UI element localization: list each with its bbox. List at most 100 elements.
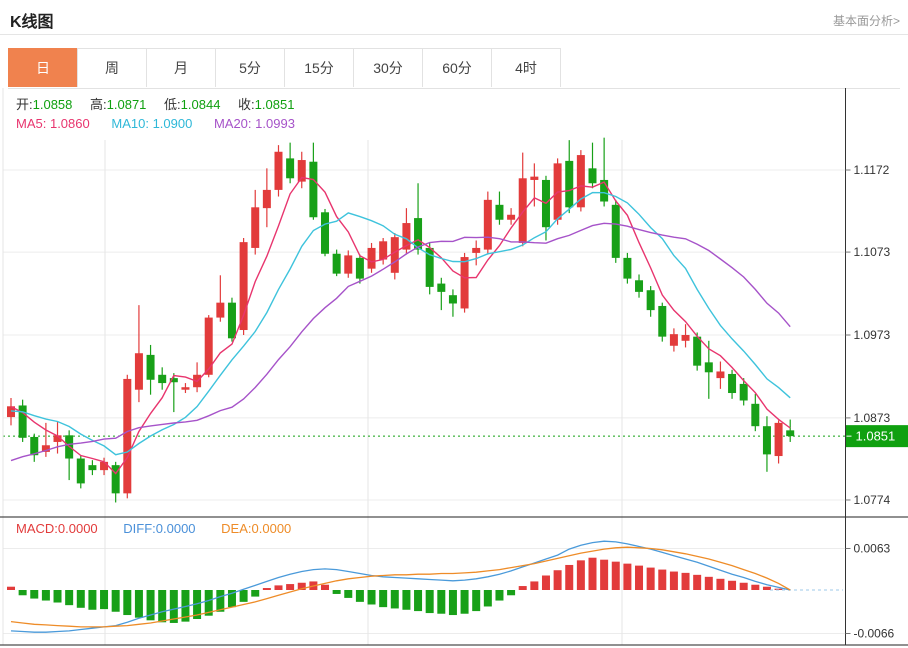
macd-bar (693, 574, 702, 590)
candle (518, 178, 527, 243)
macd-bar (18, 590, 27, 596)
macd-bar (286, 584, 295, 590)
macd-bar (146, 590, 155, 621)
macd-bar (728, 580, 737, 590)
macd-bar (425, 590, 434, 614)
candle (297, 160, 306, 182)
tab-4hour[interactable]: 4时 (491, 48, 561, 87)
open-value: 1.0858 (32, 97, 73, 112)
candle (600, 179, 609, 202)
macd-bar (321, 584, 330, 590)
macd-lines (10, 540, 791, 633)
tab-30min[interactable]: 30分 (353, 48, 423, 87)
candle (158, 374, 167, 384)
macd-bar (251, 590, 260, 597)
macd-bar (507, 590, 516, 596)
fundamental-analysis-link[interactable]: 基本面分析> (832, 14, 900, 28)
candle (332, 253, 341, 274)
open-label: 开: (16, 97, 33, 112)
dea-line (10, 546, 791, 628)
y-axis-labels: 1.1172 1.1073 1.0973 1.0873 1.0774 0.0063 -0.0… (845, 163, 895, 640)
candle (483, 199, 492, 250)
ma5-legend: MA5: 1.0860 (16, 116, 90, 131)
candle (704, 362, 713, 373)
macd-bar (169, 590, 178, 623)
candle (635, 280, 644, 292)
tab-day[interactable]: 日 (8, 48, 78, 87)
macd-bar (472, 590, 481, 612)
macd-bar (414, 590, 423, 612)
candle (762, 426, 771, 455)
candle (728, 373, 737, 394)
candle (507, 214, 516, 220)
candle (658, 305, 667, 337)
candle (588, 168, 597, 184)
macd-bar (402, 590, 411, 610)
ma10-line (10, 191, 791, 456)
candle (623, 257, 632, 279)
macd-bar (53, 590, 62, 603)
candle (367, 247, 376, 269)
candle (30, 436, 39, 456)
macd-bar (41, 590, 50, 601)
macd-bar (239, 590, 248, 602)
candle (76, 458, 85, 484)
macd-bar (437, 590, 446, 614)
macd-bar (158, 590, 167, 623)
macd-bar (7, 586, 15, 590)
tab-week[interactable]: 周 (77, 48, 147, 87)
macd-bar (30, 590, 39, 599)
candle (321, 212, 330, 254)
macd-bar (390, 590, 399, 609)
macd-bar (751, 584, 760, 590)
tab-month[interactable]: 月 (146, 48, 216, 87)
high-label: 高: (90, 97, 107, 112)
axis-tick-label: -0.0066 (854, 626, 895, 640)
candle (239, 242, 248, 331)
chart-frame (0, 88, 908, 646)
candle (169, 378, 178, 383)
macd-bar (669, 571, 678, 590)
axis-tick-label: 1.0973 (854, 328, 891, 342)
macd-bar (193, 590, 202, 619)
candle (123, 378, 132, 494)
macd-bar (553, 570, 562, 590)
macd-bar (111, 590, 120, 612)
candle (7, 406, 15, 418)
candle (18, 405, 27, 438)
macd-bar (227, 590, 236, 608)
macd-bar (355, 590, 364, 602)
candle (390, 237, 399, 273)
tab-60min[interactable]: 60分 (422, 48, 492, 87)
diff-line (10, 540, 791, 633)
candle (448, 295, 457, 304)
candle (146, 354, 155, 380)
macd-bar (76, 590, 85, 608)
diff-value-legend: DIFF:0.0000 (123, 521, 196, 536)
candle (669, 334, 678, 346)
candle (402, 223, 411, 250)
macd-value-legend: MACD:0.0000 (16, 521, 98, 536)
macd-bar (65, 590, 74, 606)
macd-bar (518, 586, 527, 590)
ohlc-quote-row: 开:1.0858 高:1.0871 低:1.0844 收:1.0851 (16, 94, 308, 113)
page-title: K线图 (10, 14, 54, 31)
macd-bar (100, 590, 109, 610)
candle (251, 207, 260, 248)
high-value: 1.0871 (106, 97, 147, 112)
macd-bar (576, 560, 585, 590)
candle (530, 176, 539, 180)
macd-bar (646, 567, 655, 590)
low-value: 1.0844 (180, 97, 221, 112)
candle (227, 302, 236, 339)
macd-bar (635, 565, 644, 590)
ma-legend-row: MA5: 1.0860 MA10: 1.0900 MA20: 1.0993 (16, 116, 295, 131)
macd-bar (379, 590, 388, 608)
macd-bar (716, 578, 725, 590)
candle (181, 387, 190, 390)
candle (344, 255, 353, 274)
candle (472, 247, 481, 253)
candle (134, 353, 143, 390)
candle (425, 247, 434, 287)
